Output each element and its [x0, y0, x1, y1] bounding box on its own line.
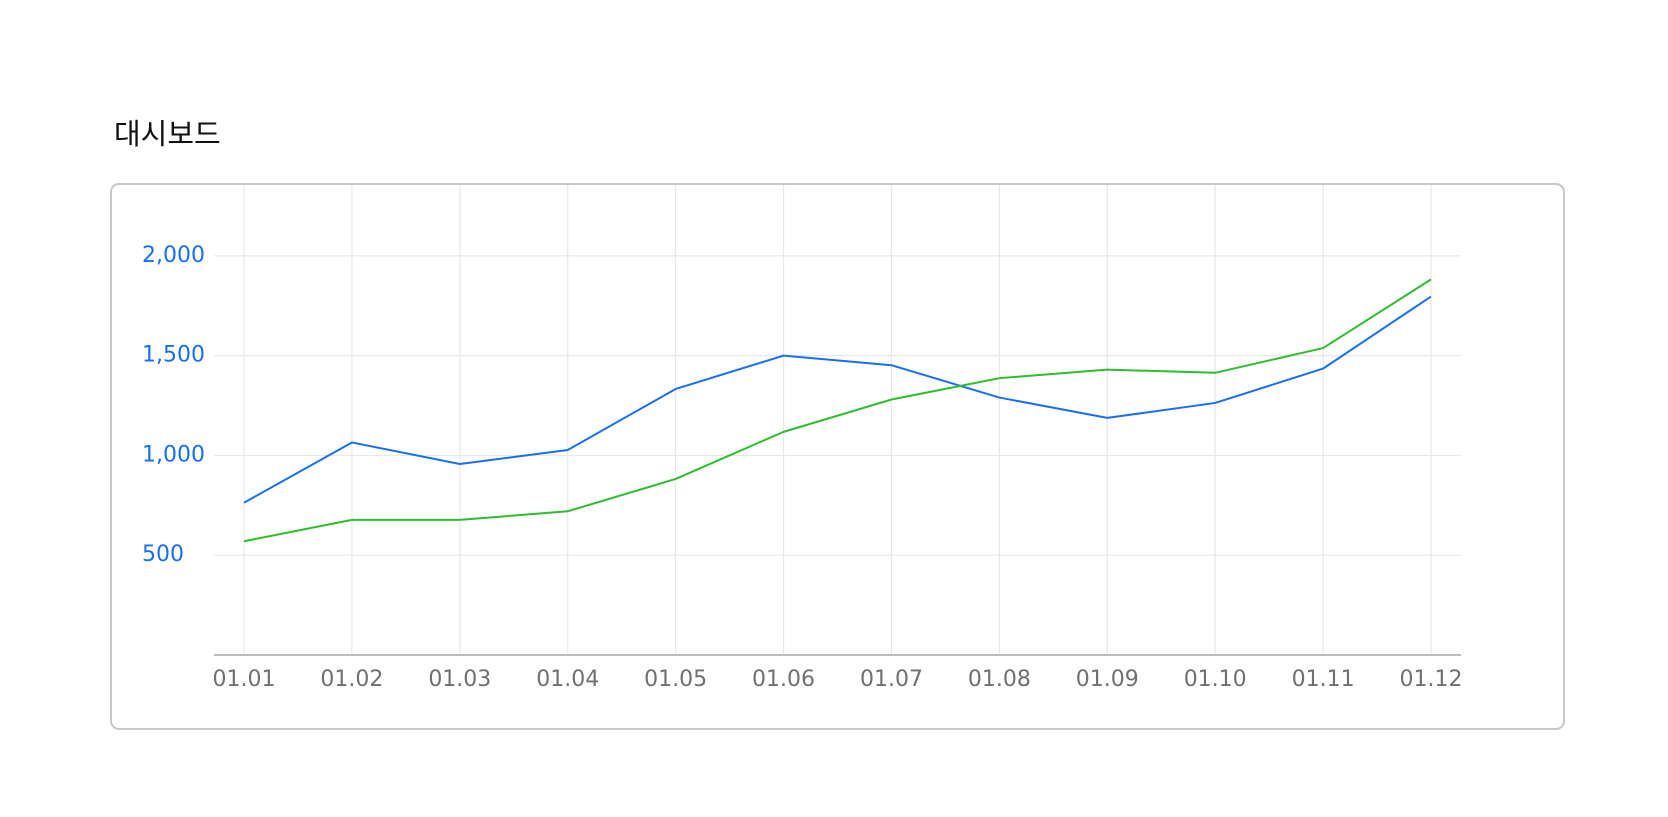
x-tick-label: 01.02 [320, 667, 383, 692]
x-tick-label: 01.08 [968, 667, 1031, 692]
chart-card [110, 183, 1565, 730]
x-tick-label: 01.07 [860, 667, 923, 692]
x-tick-label: 01.12 [1400, 667, 1463, 692]
x-tick-label: 01.05 [644, 667, 707, 692]
x-tick-label: 01.09 [1076, 667, 1139, 692]
page-title: 대시보드 [114, 117, 221, 151]
series-line [243, 278, 1432, 543]
x-tick-label: 01.04 [536, 667, 599, 692]
y-tick-label: 2,000 [142, 243, 205, 268]
y-tick-label: 1,500 [142, 343, 205, 368]
y-tick-label: 1,000 [142, 442, 205, 467]
x-tick-label: 01.11 [1292, 667, 1355, 692]
x-tick-label: 01.10 [1184, 667, 1247, 692]
x-tick-label: 01.03 [428, 667, 491, 692]
x-tick-label: 01.06 [752, 667, 815, 692]
y-tick-label: 500 [142, 542, 184, 567]
series-line [243, 295, 1432, 504]
x-tick-label: 01.01 [213, 667, 276, 692]
